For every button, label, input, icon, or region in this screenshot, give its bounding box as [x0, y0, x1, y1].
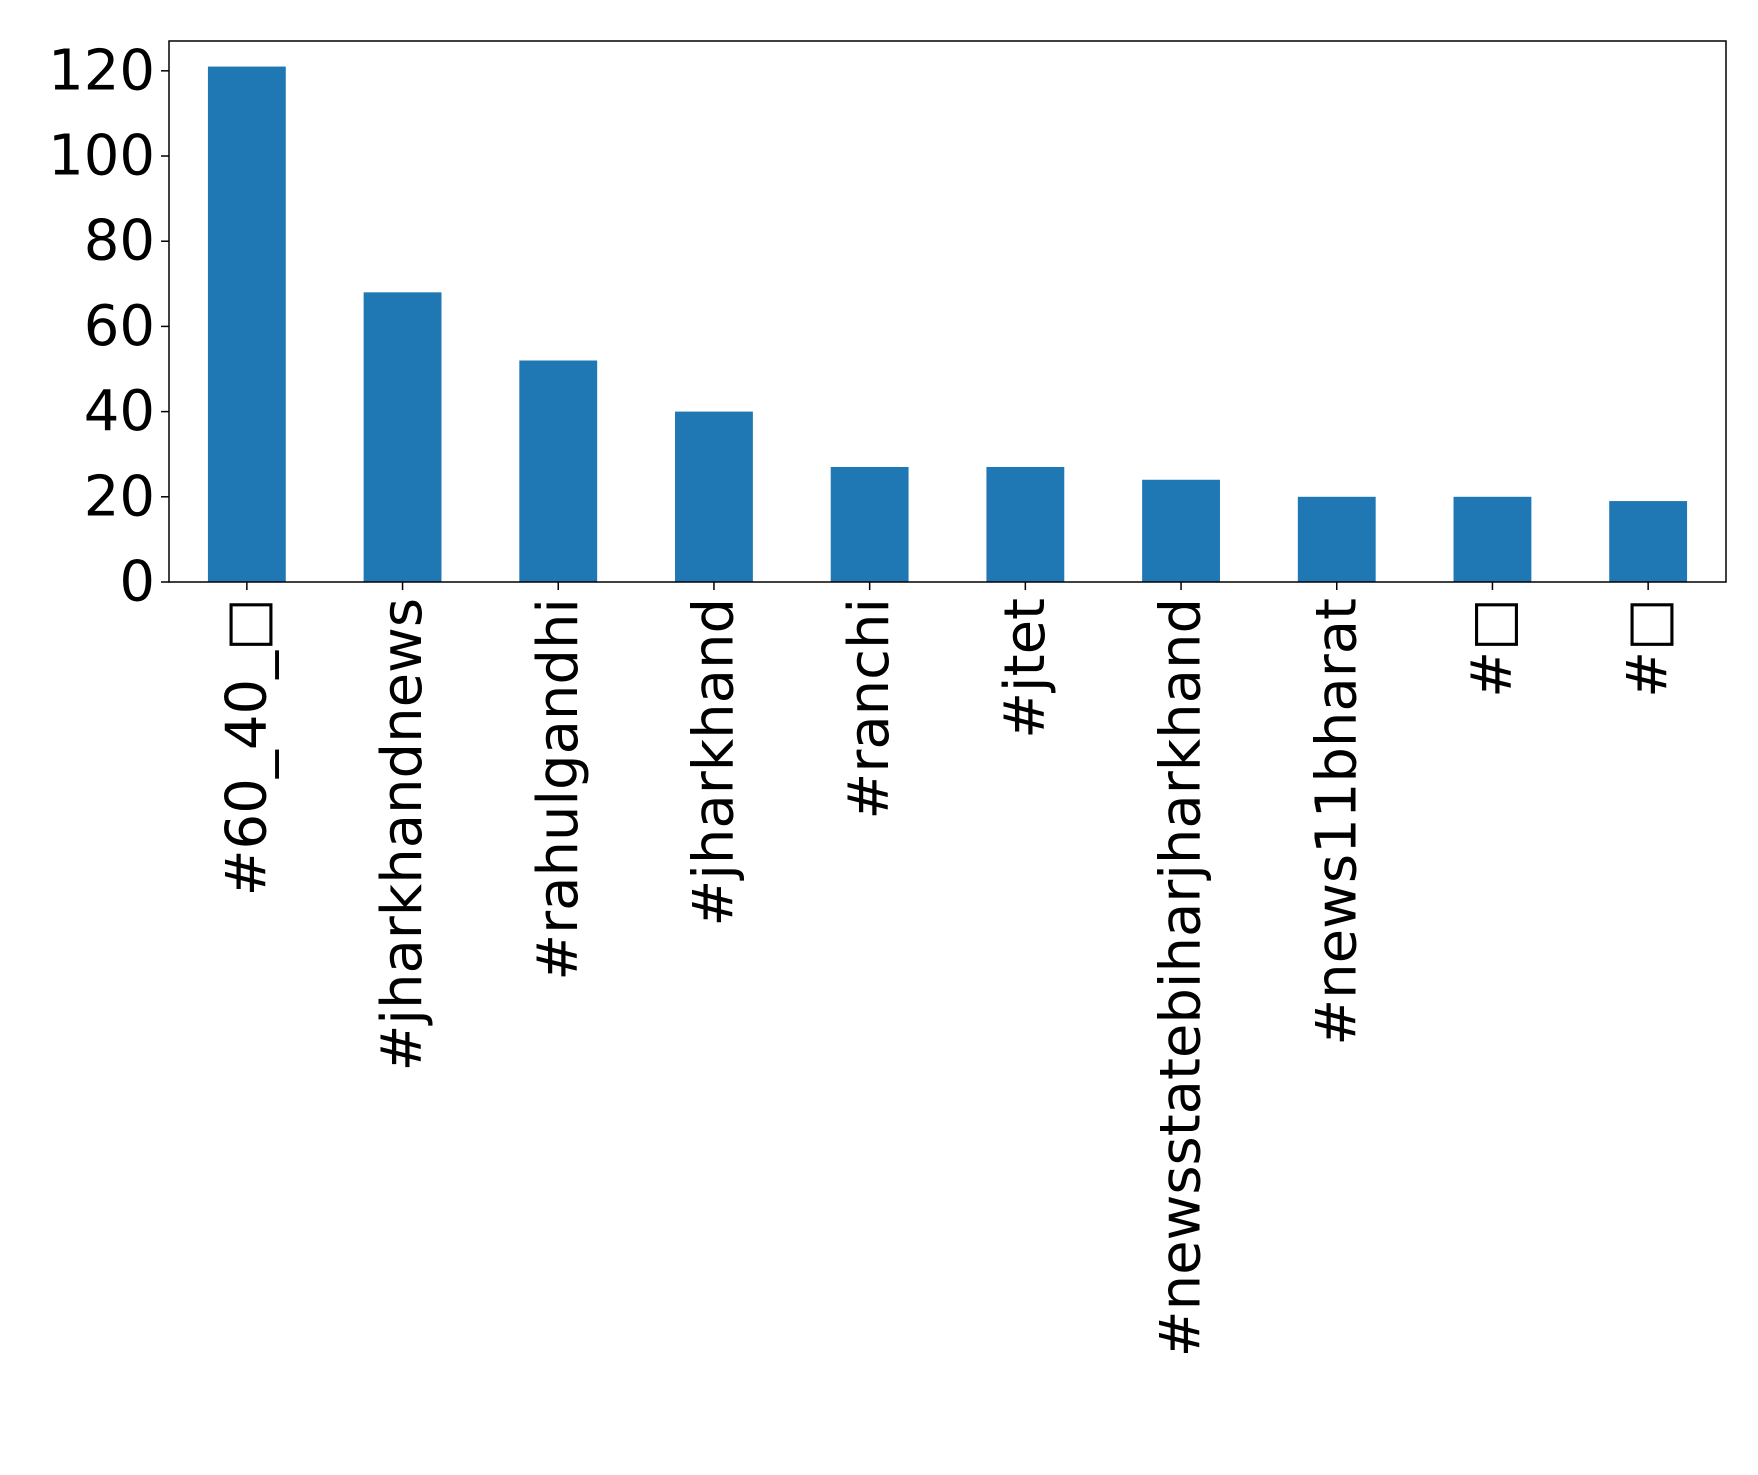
bar-7 [1297, 496, 1376, 582]
x-tick-label-1: #jharkhandnews [370, 598, 435, 1072]
plot-frame [168, 40, 1727, 583]
y-tick-label-0: 0 [119, 550, 155, 615]
bar-6 [1142, 479, 1220, 582]
bar-2 [519, 360, 598, 582]
y-tick-label-2: 40 [84, 379, 155, 444]
y-tick-label-1: 20 [84, 464, 155, 529]
bar-9 [1609, 501, 1688, 582]
bars-group [207, 66, 1688, 582]
y-tick-label-5: 100 [48, 124, 155, 189]
x-tick-label-0: #60_40_□ [214, 598, 279, 896]
bar-3 [675, 411, 753, 582]
y-tick-label-4: 80 [84, 209, 155, 274]
bar-1 [363, 292, 442, 582]
x-tick-label-8: #□ [1460, 598, 1525, 698]
y-axis: 0 20 40 60 80 100 120 [48, 38, 169, 615]
x-tick-label-6: #newsstatebiharjharkhand [1149, 598, 1214, 1357]
x-tick-label-4: #ranchi [837, 598, 902, 820]
bar-8 [1453, 496, 1532, 582]
bar-4 [830, 466, 909, 582]
y-tick-label-6: 120 [48, 38, 155, 103]
x-tick-label-7: #news11bharat [1304, 598, 1369, 1046]
x-tick-label-9: #□ [1616, 598, 1681, 698]
x-axis: #60_40_□ #jharkhandnews #rahulgandhi #jhark… [214, 582, 1681, 1357]
x-tick-label-2: #rahulgandhi [526, 598, 591, 981]
y-tick-label-3: 60 [84, 294, 155, 359]
x-tick-label-3: #jharkhand [681, 598, 746, 927]
bar-0 [207, 66, 286, 582]
bar-5 [986, 466, 1065, 582]
x-tick-label-5: #jtet [993, 598, 1058, 739]
